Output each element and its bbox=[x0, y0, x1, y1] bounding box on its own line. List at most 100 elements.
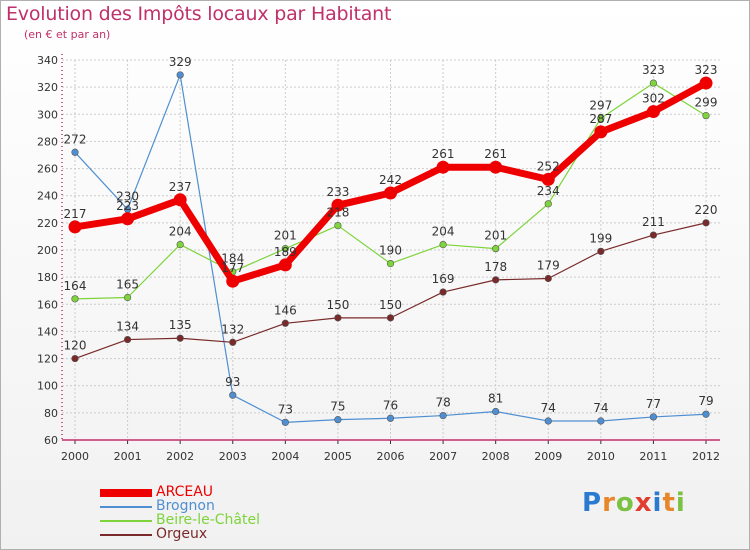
data-label: 189 bbox=[274, 245, 297, 259]
data-label: 77 bbox=[646, 397, 661, 411]
legend-swatch bbox=[100, 489, 152, 497]
data-point bbox=[594, 125, 608, 139]
data-point bbox=[699, 76, 713, 90]
x-tick-label: 2004 bbox=[271, 450, 299, 463]
chart-title: Evolution des Impôts locaux par Habitant bbox=[6, 3, 392, 25]
data-label: 234 bbox=[537, 184, 560, 198]
data-label: 150 bbox=[379, 298, 402, 312]
logo-letter: o bbox=[615, 488, 635, 518]
data-point bbox=[334, 221, 342, 230]
data-point bbox=[492, 276, 500, 284]
y-tick-label: 80 bbox=[44, 407, 58, 420]
data-label: 81 bbox=[488, 392, 503, 406]
data-point bbox=[281, 319, 289, 327]
data-point bbox=[649, 79, 658, 87]
data-label: 165 bbox=[116, 278, 139, 292]
x-tick-label: 2010 bbox=[587, 450, 615, 463]
data-point bbox=[173, 193, 187, 207]
data-point bbox=[281, 418, 289, 426]
x-tick-label: 2009 bbox=[534, 450, 562, 463]
logo-letter: x bbox=[634, 488, 653, 518]
data-point bbox=[176, 240, 184, 249]
legend-label: Orgeux bbox=[156, 526, 208, 542]
y-tick-label: 100 bbox=[37, 380, 58, 393]
data-point bbox=[489, 160, 503, 174]
logo-letter: i bbox=[675, 488, 686, 518]
data-label: 134 bbox=[116, 320, 139, 334]
data-point bbox=[68, 220, 82, 234]
data-label: 204 bbox=[432, 225, 455, 239]
proxiti-logo: Proxiti bbox=[582, 488, 686, 518]
data-point bbox=[544, 274, 552, 283]
data-label: 74 bbox=[593, 401, 608, 415]
data-label: 297 bbox=[589, 98, 612, 112]
data-point bbox=[386, 314, 395, 322]
data-point bbox=[597, 114, 605, 122]
y-tick-label: 220 bbox=[37, 217, 58, 230]
data-point bbox=[71, 148, 79, 156]
data-label: 78 bbox=[435, 396, 450, 410]
logo-letter: P bbox=[582, 488, 603, 518]
data-point bbox=[121, 212, 135, 226]
data-label: 242 bbox=[379, 173, 402, 187]
data-point bbox=[123, 293, 132, 302]
x-tick-label: 2012 bbox=[692, 450, 720, 463]
logo-letter: r bbox=[602, 488, 616, 518]
x-tick-label: 2005 bbox=[324, 450, 352, 463]
data-point bbox=[649, 413, 658, 421]
data-label: 252 bbox=[537, 159, 560, 173]
data-point bbox=[541, 172, 555, 186]
data-label: 169 bbox=[432, 272, 455, 286]
data-point bbox=[649, 231, 658, 239]
data-point bbox=[702, 219, 710, 227]
data-label: 178 bbox=[484, 260, 507, 274]
x-tick-label: 2001 bbox=[114, 450, 142, 463]
data-point bbox=[544, 417, 552, 425]
data-label: 179 bbox=[537, 259, 560, 273]
data-label: 190 bbox=[379, 244, 402, 258]
legend-swatch bbox=[100, 520, 152, 522]
data-label: 220 bbox=[695, 203, 718, 217]
data-point bbox=[492, 407, 500, 416]
data-label: 150 bbox=[326, 298, 349, 312]
data-point bbox=[544, 200, 552, 208]
x-tick-label: 2000 bbox=[61, 450, 89, 463]
data-point bbox=[646, 105, 660, 119]
data-point bbox=[281, 245, 289, 253]
data-point bbox=[334, 314, 342, 322]
data-label: 199 bbox=[589, 231, 612, 245]
data-point bbox=[439, 288, 447, 296]
y-tick-label: 200 bbox=[37, 244, 58, 257]
data-point bbox=[702, 112, 710, 120]
data-point bbox=[334, 416, 342, 424]
data-point bbox=[439, 240, 447, 249]
y-tick-label: 120 bbox=[37, 353, 58, 366]
data-point bbox=[226, 274, 240, 288]
data-label: 261 bbox=[484, 147, 507, 161]
data-point bbox=[436, 160, 450, 174]
data-label: 323 bbox=[642, 63, 665, 77]
logo-letter: i bbox=[652, 488, 663, 518]
data-label: 201 bbox=[274, 229, 297, 243]
logo-letter: t bbox=[662, 488, 676, 518]
data-point bbox=[123, 335, 132, 344]
data-label: 73 bbox=[278, 402, 293, 416]
data-label: 287 bbox=[589, 112, 612, 126]
data-point bbox=[229, 338, 237, 346]
data-point bbox=[71, 354, 79, 363]
data-label: 323 bbox=[695, 63, 718, 77]
y-tick-label: 240 bbox=[37, 190, 58, 203]
data-label: 299 bbox=[695, 96, 718, 110]
data-point bbox=[176, 334, 184, 342]
data-point bbox=[597, 247, 605, 255]
data-label: 223 bbox=[116, 199, 139, 213]
y-tick-label: 340 bbox=[37, 54, 58, 67]
data-point bbox=[229, 391, 237, 399]
chart-subtitle: (en € et par an) bbox=[24, 28, 111, 41]
x-tick-label: 2011 bbox=[639, 450, 667, 463]
y-tick-label: 160 bbox=[37, 298, 58, 311]
data-label: 76 bbox=[383, 398, 398, 412]
data-point bbox=[439, 411, 447, 420]
x-tick-label: 2003 bbox=[219, 450, 247, 463]
